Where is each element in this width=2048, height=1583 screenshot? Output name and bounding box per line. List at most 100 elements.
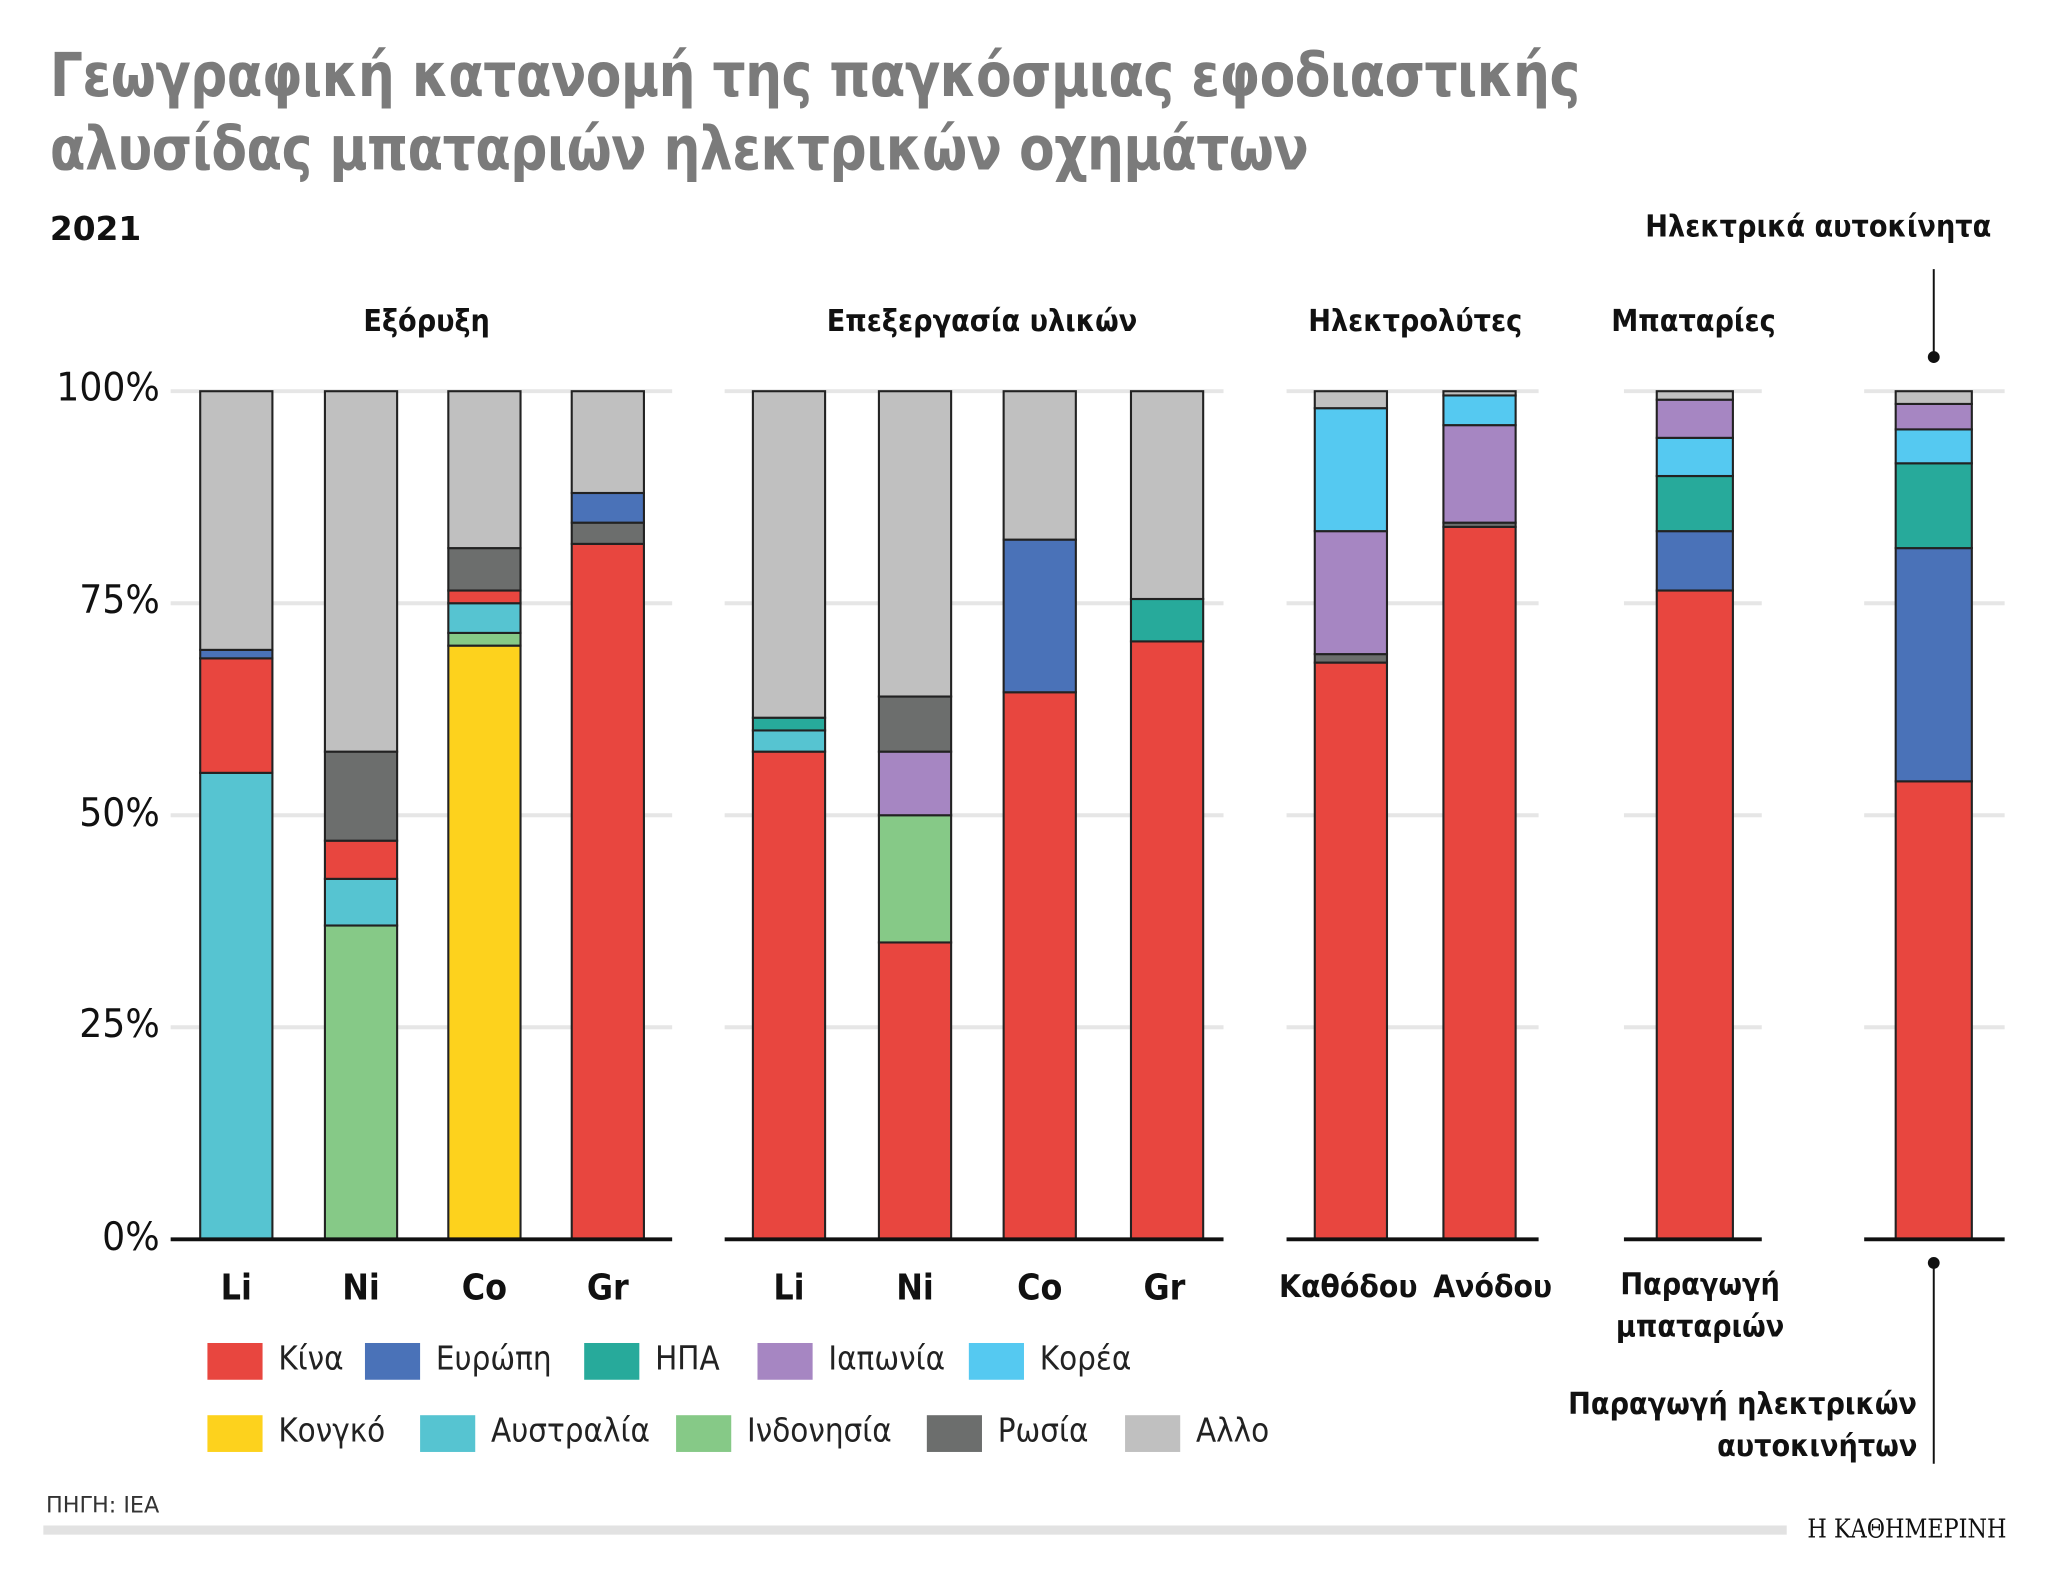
bar-segment-Κορέα xyxy=(1655,436,1734,478)
legend-label: ΗΠΑ xyxy=(655,1339,720,1378)
bar-segment-Κορέα xyxy=(1313,407,1389,533)
ev-top-label: Ηλεκτρικά αυτοκίνητα xyxy=(1645,210,1992,245)
x-label-mining-co: Co xyxy=(461,1268,508,1309)
y-tick-25: 25% xyxy=(79,1001,161,1048)
bar-segment-Κίνα xyxy=(447,589,522,605)
bar-segment-Κίνα xyxy=(1002,691,1077,1241)
bar-segment-Ευρώπη xyxy=(570,491,645,524)
bar-segment-Ιαπωνία xyxy=(877,750,953,817)
title-line-1: Γεωγραφική κατανομή της παγκόσμιας εφοδι… xyxy=(49,39,1580,111)
x-label-mining-li: Li xyxy=(220,1268,252,1309)
battery-production-label-1: Παραγωγή xyxy=(1620,1268,1780,1303)
bar-segment-Κίνα xyxy=(570,542,645,1241)
bar-segment-Κίνα xyxy=(1894,780,1973,1241)
bar-segment-Αλλο xyxy=(1002,390,1077,541)
bar-segment-Ιαπωνία xyxy=(1442,424,1517,524)
bar-segment-Αλλο xyxy=(877,390,953,698)
bar-segment-Ρωσία xyxy=(447,547,522,592)
bar-segment-Αλλο xyxy=(1313,390,1389,410)
bar-segment-Κίνα xyxy=(1129,640,1205,1241)
bar-segment-ΗΠΑ xyxy=(1894,462,1973,550)
x-label-processing-ni: Ni xyxy=(896,1268,934,1309)
bar-segment-Κίνα xyxy=(323,839,399,880)
legend-label: Αυστραλία xyxy=(490,1411,650,1450)
bar-segment-Κίνα xyxy=(877,941,953,1241)
x-label-anode: Ανόδου xyxy=(1433,1268,1553,1305)
bar-segment-Αλλο xyxy=(1442,390,1517,397)
legend-label: Κορέα xyxy=(1039,1339,1132,1378)
bar-segment-Αυστραλία xyxy=(323,877,399,927)
bar-segment-Κίνα xyxy=(199,657,274,774)
legend-swatch xyxy=(420,1415,476,1452)
bar-segment-Αλλο xyxy=(570,390,645,495)
bar-segment-Ευρώπη xyxy=(1894,547,1973,783)
bar-segment-ΗΠΑ xyxy=(1655,474,1734,533)
bar-segment-Ρωσία xyxy=(570,521,645,545)
y-tick-75: 75% xyxy=(79,577,161,624)
bar-segment-Ινδονησία xyxy=(323,924,399,1241)
legend-label: Ρωσία xyxy=(997,1411,1089,1450)
group-label-electrolytes: Ηλεκτρολύτες xyxy=(1308,304,1523,339)
footer-bar xyxy=(43,1525,1787,1535)
bar-segment-Αυστραλία xyxy=(199,771,274,1241)
bar-segment-ΗΠΑ xyxy=(751,716,827,732)
group-label-batteries: Μπαταρίες xyxy=(1611,304,1776,339)
bar-segment-ΗΠΑ xyxy=(1129,597,1205,643)
bar-segment-Αλλο xyxy=(1129,390,1205,601)
legend-label: Ευρώπη xyxy=(435,1339,552,1378)
bar-segment-Ρωσία xyxy=(323,750,399,842)
legend-swatch xyxy=(584,1342,640,1380)
bar-segment-Ρωσία xyxy=(877,695,953,753)
x-label-processing-gr: Gr xyxy=(1143,1268,1186,1309)
bar-segment-Αλλο xyxy=(1655,390,1734,401)
bar-segment-Κορέα xyxy=(1442,394,1517,427)
title-line-2: αλυσίδας μπαταριών ηλεκτρικών οχημάτων xyxy=(49,112,1309,184)
legend-swatch xyxy=(676,1415,732,1452)
legend-swatch xyxy=(926,1415,982,1452)
bar-segment-Αλλο xyxy=(751,390,827,719)
bar-segment-Ιαπωνία xyxy=(1894,402,1973,431)
logo: Η ΚΑΘΗΜΕΡΙΝΗ xyxy=(1806,1512,2006,1544)
bar-segment-Αυστραλία xyxy=(751,729,827,753)
group-label-processing: Επεξεργασία υλικών xyxy=(826,304,1138,339)
bar-segment-Αλλο xyxy=(447,390,522,550)
ev-production-label-1: Παραγωγή ηλεκτρικών xyxy=(1567,1387,1917,1422)
legend-label: Ινδονησία xyxy=(746,1411,892,1450)
legend-swatch xyxy=(1125,1415,1181,1452)
x-label-mining-ni: Ni xyxy=(342,1268,380,1309)
source-label: ΠΗΓΗ: IEA xyxy=(45,1492,160,1519)
x-label-processing-co: Co xyxy=(1017,1268,1063,1309)
battery-production-label-2: μπαταριών xyxy=(1615,1310,1785,1345)
bar-segment-Ινδονησία xyxy=(877,814,953,944)
bar-segment-Κίνα xyxy=(751,750,827,1241)
legend-label: Ιαπωνία xyxy=(828,1339,946,1378)
ev-production-label-2: αυτοκινήτων xyxy=(1716,1429,1917,1464)
bar-segment-Αλλο xyxy=(1894,390,1973,405)
bar-segment-Κονγκό xyxy=(447,644,522,1241)
group-label-mining: Εξόρυξη xyxy=(363,304,490,339)
bar-segment-Ευρώπη xyxy=(199,648,274,660)
bar-segment-Ινδονησία xyxy=(447,631,522,647)
bar-segment-Αλλο xyxy=(323,390,399,753)
bar-segment-Ευρώπη xyxy=(1655,530,1734,592)
legend-swatch xyxy=(364,1342,421,1380)
bar-segment-Αλλο xyxy=(199,390,274,651)
legend-label: Αλλο xyxy=(1195,1411,1270,1450)
year-label: 2021 xyxy=(49,210,142,249)
y-tick-50: 50% xyxy=(79,790,161,837)
bar-segment-Κορέα xyxy=(1894,428,1973,465)
x-label-cathode: Καθόδου xyxy=(1278,1268,1418,1305)
legend-label: Κίνα xyxy=(278,1339,344,1378)
bar-segment-Κίνα xyxy=(1655,589,1734,1241)
legend-swatch xyxy=(757,1342,813,1380)
bar-segment-Ρωσία xyxy=(1313,653,1389,664)
legend-swatch xyxy=(968,1342,1024,1380)
bar-segment-Ιαπωνία xyxy=(1655,398,1734,439)
legend-swatch xyxy=(207,1342,263,1380)
pointer-dot xyxy=(1927,351,1940,363)
bar-segment-Ευρώπη xyxy=(1002,538,1077,694)
y-tick-100: 100% xyxy=(56,364,161,411)
x-label-processing-li: Li xyxy=(773,1268,805,1309)
